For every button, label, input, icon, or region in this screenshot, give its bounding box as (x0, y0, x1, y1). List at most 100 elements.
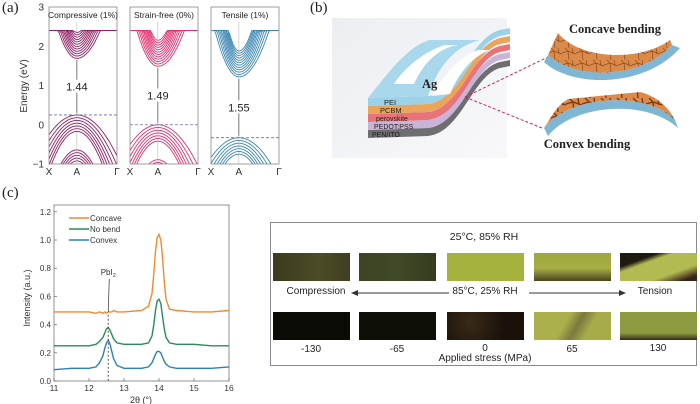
layer-label-pcbm: PCBM (380, 106, 402, 115)
xrd-ylabel: Intensity (a.u.) (22, 269, 32, 326)
layer-label-pei: PEI (384, 98, 396, 107)
valence-band (221, 151, 256, 164)
xrd-ytick-label: 0.8 (40, 264, 52, 273)
xrd-ytick-label: 0.2 (40, 349, 52, 358)
valence-band (67, 157, 87, 164)
stress-value: -130 (300, 344, 322, 355)
valence-band (49, 125, 108, 164)
top-condition-label: 25°C, 85% RH (449, 231, 519, 243)
sample-image-bottom-65 (534, 312, 611, 340)
valence-band (51, 130, 103, 164)
xrd-plot-frame (53, 204, 230, 382)
layer-label-ag: Ag (422, 77, 438, 91)
valence-band (136, 140, 180, 164)
stress-value: 0 (482, 343, 488, 354)
valence-band (211, 140, 268, 164)
conduction-band (211, 30, 279, 78)
valence-band (49, 114, 117, 157)
tension-label: Tension (637, 286, 673, 297)
xrd-ytick-label: 0.6 (40, 292, 52, 301)
valence-band (151, 162, 164, 164)
stress-value: -65 (389, 344, 405, 355)
stress-image-panel: 25°C, 85% RH Compression 85°C, 25% RH Te… (270, 222, 697, 366)
sample-image-top-minus130 (273, 253, 350, 281)
kpoint-label: A (74, 167, 81, 178)
valence-band (49, 119, 114, 164)
stress-axis-label: Applied stress (MPa) (438, 353, 532, 364)
legend-label: No bend (90, 225, 120, 234)
sample-image-top-0 (447, 253, 524, 281)
valence-band (130, 127, 194, 164)
valence-band (62, 152, 92, 164)
panel-label-a: (a) (2, 0, 19, 16)
xrd-chart: 2θ (°) Intensity (a.u.) 11 12 13 14 15 16 0.0 0… (22, 204, 234, 404)
band-ytick-label: 3 (38, 3, 44, 14)
convex-bending-label: Convex bending (544, 137, 631, 151)
gap-label-bg (64, 79, 89, 93)
kpoint-label: X (208, 167, 215, 178)
valence-band (130, 165, 198, 180)
zoom-line-convex (464, 96, 543, 129)
kpoint-label: A (236, 167, 243, 178)
band-structure-chart: Energy (eV) 3 2 1 0 −1 1.44 Compressive (1%) X… (19, 3, 282, 180)
valence-band (130, 171, 198, 180)
band-panel-title: Tensile (1%) (222, 10, 269, 20)
xrd-series-convex (53, 338, 230, 371)
band-panel-title: Strain-free (0%) (134, 10, 194, 20)
convex-crack-film (544, 92, 678, 136)
kpoint-label: Γ (276, 167, 282, 178)
stress-value: 65 (566, 344, 578, 355)
sample-image-bottom-minus65 (359, 312, 436, 340)
xrd-xtick-label: 13 (119, 383, 129, 393)
compression-arrow (351, 290, 449, 296)
band-gap-value: 1.49 (147, 91, 168, 103)
panel-label-b: (b) (310, 0, 328, 16)
band-panel: 1.49 Strain-free (0%) X A Γ (127, 6, 201, 180)
valence-band (211, 137, 272, 164)
panel-label-c: (c) (2, 185, 19, 201)
concave-bending-label: Concave bending (569, 22, 662, 36)
band-lines (49, 30, 117, 164)
xrd-xtick-label: 15 (189, 383, 199, 393)
kpoint-label: X (127, 167, 134, 178)
valence-band (130, 124, 198, 164)
band-lines (130, 30, 198, 180)
device-layer-stack (368, 28, 510, 138)
layer-label-pen-ito: PEN/ITO (372, 132, 400, 139)
gap-label-bg (145, 88, 170, 102)
kpoint-label: Γ (114, 167, 120, 178)
xrd-xtick-label: 12 (84, 383, 94, 393)
band-gap-value: 1.44 (66, 82, 87, 94)
conduction-band (211, 30, 279, 52)
sample-image-bottom-0 (447, 312, 524, 340)
valence-band (64, 154, 90, 164)
pbi2-label: PbI2 (101, 268, 116, 279)
layer-label-perovskite: perovskite (376, 116, 408, 123)
xrd-xtick-label: 11 (50, 383, 59, 393)
valence-band (211, 178, 279, 180)
valence-band (49, 117, 117, 164)
conduction-band (49, 30, 117, 33)
sample-image-top-130 (620, 253, 697, 281)
sample-image-bottom-130 (620, 312, 697, 340)
valence-band (130, 132, 187, 164)
pbi2-arrow (107, 278, 110, 312)
layer-label-pedot-pss: PEDOT:PSS (374, 124, 414, 131)
band-ytick-label: −1 (33, 160, 45, 171)
concave-crack-film (544, 33, 680, 81)
band-ytick-label: 1 (38, 81, 44, 92)
xrd-ytick-label: 1.2 (40, 208, 52, 217)
valence-band (216, 145, 262, 164)
band-gap-value: 1.55 (228, 102, 249, 114)
sample-image-top-65 (534, 253, 611, 281)
valence-band (211, 173, 279, 180)
panel-title-bg (131, 8, 197, 22)
xrd-ytick-label: 1.0 (40, 236, 52, 245)
kpoint-label: A (155, 167, 162, 178)
xrd-xtick-label: 14 (154, 383, 164, 393)
xrd-series-concave (54, 232, 230, 315)
device-illustration: Ag PEI PCBM perovskite PEDOT:PSS PEN/ITO… (332, 18, 680, 158)
valence-band (49, 128, 105, 164)
panel-title-bg (50, 8, 116, 22)
